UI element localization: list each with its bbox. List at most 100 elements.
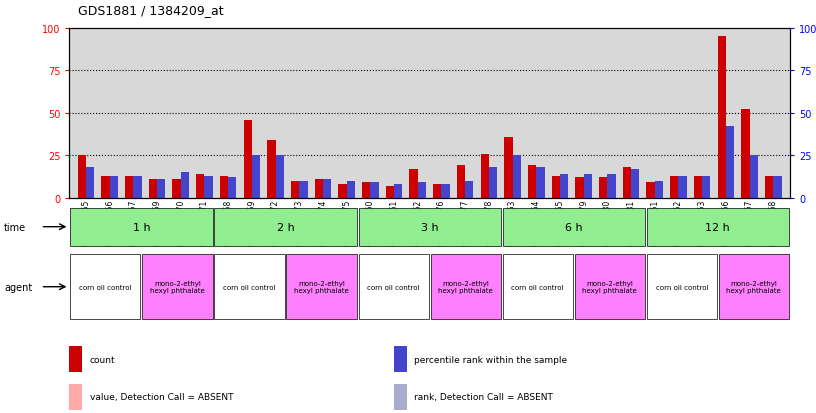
Bar: [512, 156, 521, 198]
Bar: [101, 176, 109, 198]
Bar: [418, 183, 426, 198]
Bar: [252, 156, 260, 198]
Bar: [291, 181, 299, 198]
Bar: [394, 185, 402, 198]
Text: corn oil control: corn oil control: [224, 284, 276, 290]
Bar: [243, 120, 252, 198]
Bar: [220, 176, 228, 198]
Bar: [215, 255, 285, 319]
Bar: [78, 156, 86, 198]
Bar: [607, 175, 616, 198]
Bar: [125, 176, 133, 198]
Bar: [654, 181, 663, 198]
Bar: [528, 166, 536, 198]
Bar: [765, 176, 774, 198]
Bar: [489, 168, 497, 198]
Bar: [347, 181, 355, 198]
Bar: [631, 169, 640, 198]
Bar: [719, 255, 789, 319]
Text: 6 h: 6 h: [565, 222, 583, 232]
Bar: [623, 168, 631, 198]
Bar: [503, 255, 573, 319]
Bar: [370, 183, 379, 198]
Bar: [157, 180, 166, 198]
Bar: [358, 255, 428, 319]
Bar: [276, 156, 284, 198]
Text: mono-2-ethyl
hexyl phthalate: mono-2-ethyl hexyl phthalate: [150, 280, 205, 294]
Bar: [717, 37, 726, 198]
Bar: [646, 183, 654, 198]
Bar: [181, 173, 189, 198]
Text: 2 h: 2 h: [277, 222, 295, 232]
Bar: [583, 175, 592, 198]
Bar: [504, 137, 512, 198]
Bar: [386, 186, 394, 198]
Bar: [647, 208, 789, 246]
Text: mono-2-ethyl
hexyl phthalate: mono-2-ethyl hexyl phthalate: [295, 280, 349, 294]
Bar: [205, 176, 213, 198]
Bar: [599, 178, 607, 198]
Bar: [358, 208, 501, 246]
Text: GDS1881 / 1384209_at: GDS1881 / 1384209_at: [78, 4, 223, 17]
Bar: [149, 180, 157, 198]
Bar: [678, 176, 687, 198]
Bar: [726, 127, 734, 198]
Bar: [441, 185, 450, 198]
Bar: [703, 176, 711, 198]
Text: 12 h: 12 h: [706, 222, 730, 232]
Bar: [70, 255, 140, 319]
Bar: [670, 176, 678, 198]
Bar: [286, 255, 357, 319]
Bar: [431, 255, 501, 319]
Bar: [433, 185, 441, 198]
Bar: [647, 255, 717, 319]
Bar: [393, 347, 406, 373]
Bar: [315, 180, 323, 198]
Bar: [339, 185, 347, 198]
Text: agent: agent: [4, 282, 33, 292]
Text: 1 h: 1 h: [133, 222, 150, 232]
Bar: [457, 166, 465, 198]
Bar: [575, 178, 583, 198]
Text: corn oil control: corn oil control: [655, 284, 708, 290]
Text: corn oil control: corn oil control: [367, 284, 420, 290]
Bar: [299, 181, 308, 198]
Text: mono-2-ethyl
hexyl phthalate: mono-2-ethyl hexyl phthalate: [726, 280, 781, 294]
Bar: [228, 178, 237, 198]
Bar: [142, 255, 212, 319]
Bar: [109, 176, 118, 198]
Bar: [410, 169, 418, 198]
Bar: [750, 156, 758, 198]
Bar: [133, 176, 142, 198]
Text: corn oil control: corn oil control: [512, 284, 564, 290]
Bar: [215, 208, 357, 246]
Bar: [323, 180, 331, 198]
Bar: [465, 181, 473, 198]
Text: count: count: [90, 355, 115, 364]
Bar: [552, 176, 560, 198]
Bar: [362, 183, 370, 198]
Text: percentile rank within the sample: percentile rank within the sample: [414, 355, 567, 364]
Text: time: time: [4, 222, 26, 232]
Bar: [393, 384, 406, 410]
Bar: [574, 255, 645, 319]
Bar: [268, 141, 276, 198]
Text: mono-2-ethyl
hexyl phthalate: mono-2-ethyl hexyl phthalate: [583, 280, 637, 294]
Text: corn oil control: corn oil control: [79, 284, 131, 290]
Bar: [70, 208, 212, 246]
Text: 3 h: 3 h: [421, 222, 438, 232]
Bar: [86, 168, 94, 198]
Bar: [741, 110, 750, 198]
Bar: [69, 347, 82, 373]
Bar: [694, 176, 703, 198]
Text: value, Detection Call = ABSENT: value, Detection Call = ABSENT: [90, 392, 233, 401]
Bar: [536, 168, 544, 198]
Text: mono-2-ethyl
hexyl phthalate: mono-2-ethyl hexyl phthalate: [438, 280, 493, 294]
Text: rank, Detection Call = ABSENT: rank, Detection Call = ABSENT: [414, 392, 552, 401]
Bar: [196, 175, 205, 198]
Bar: [481, 154, 489, 198]
Bar: [69, 384, 82, 410]
Bar: [172, 180, 181, 198]
Bar: [503, 208, 645, 246]
Bar: [560, 175, 568, 198]
